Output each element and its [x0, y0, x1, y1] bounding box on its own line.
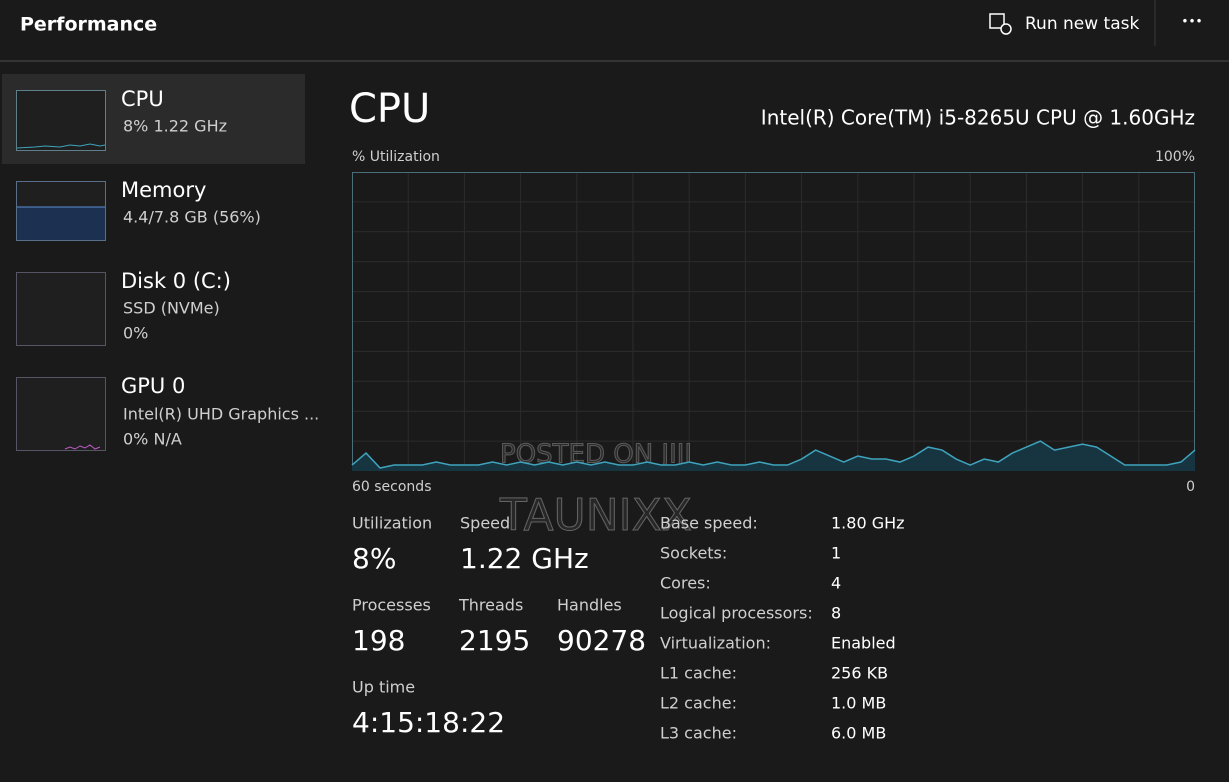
page-title: Performance [20, 14, 157, 36]
run-icon-plus [1000, 23, 1012, 35]
spec-value: 256 KB [831, 664, 888, 683]
stat-label: Speed [460, 514, 510, 533]
run-new-task-label: Run new task [1025, 14, 1139, 34]
stat-value: 2195 [459, 624, 530, 657]
stats: Utilization 8% Speed 1.22 GHz Processes 198 Th… [352, 514, 646, 740]
more-button[interactable]: ••• [1181, 15, 1202, 29]
item-name: Disk 0 (C:) [121, 269, 231, 293]
cpu-thumb [16, 90, 106, 151]
cpu-model: Intel(R) Core(TM) i5-8265U CPU @ 1.60GHz [761, 106, 1195, 130]
spec-label: L1 cache: [660, 664, 737, 683]
stat-label: Threads [458, 596, 523, 615]
sidebar-gpu[interactable]: GPU 0 Intel(R) UHD Graphics ... 0% N/A [16, 374, 320, 451]
spec-label: Base speed: [660, 514, 758, 533]
spec-value: Enabled [831, 634, 896, 653]
spec-value: 1.80 GHz [831, 514, 905, 533]
stat-value: 1.22 GHz [460, 542, 589, 575]
item-detail: 0% N/A [123, 430, 182, 449]
stat-label: Handles [557, 596, 622, 615]
sidebar-memory[interactable]: Memory 4.4/7.8 GB (56%) [16, 178, 261, 241]
graph-grid [352, 172, 1195, 471]
item-detail: SSD (NVMe) [123, 299, 220, 318]
item-detail: 8% 1.22 GHz [123, 117, 227, 136]
spec-label: Cores: [660, 574, 711, 593]
gpu-thumb [16, 377, 106, 451]
item-name: Memory [121, 178, 206, 202]
specs: Base speed: 1.80 GHz Sockets: 1 Cores: 4 Logic… [660, 514, 905, 743]
item-name: GPU 0 [121, 374, 185, 398]
spec-value: 6.0 MB [831, 724, 886, 743]
item-detail: 4.4/7.8 GB (56%) [123, 208, 261, 227]
gpu-thumb-line [64, 444, 101, 450]
spec-label: L3 cache: [660, 724, 737, 743]
run-icon [989, 13, 1005, 29]
watermark: TAUNIXX [499, 490, 692, 541]
disk-thumb [16, 272, 106, 346]
graph-x-right: 0 [1186, 479, 1195, 495]
spec-label: L2 cache: [660, 694, 737, 713]
stat-value: 8% [352, 542, 396, 575]
graph-max-label: 100% [1155, 149, 1195, 165]
spec-label: Sockets: [660, 544, 727, 563]
spec-value: 1.0 MB [831, 694, 886, 713]
cpu-thumb-line [16, 143, 106, 149]
main-title: CPU [349, 86, 430, 132]
stat-value: 198 [352, 624, 405, 657]
stat-label: Utilization [352, 514, 432, 533]
sidebar-cpu[interactable]: CPU 8% 1.22 GHz [16, 87, 228, 151]
sidebar-disk[interactable]: Disk 0 (C:) SSD (NVMe) 0% [16, 269, 231, 346]
stat-label: Processes [352, 596, 431, 615]
stat-value: 90278 [557, 624, 646, 657]
utilization-line [351, 440, 1196, 469]
memory-thumb-fill [17, 207, 105, 240]
stat-value: 4:15:18:22 [352, 706, 505, 739]
item-name: CPU [121, 87, 164, 111]
graph-y-label: % Utilization [352, 149, 440, 165]
stat-label: Up time [352, 678, 415, 697]
spec-label: Logical processors: [660, 604, 813, 623]
graph-x-left: 60 seconds [352, 479, 432, 495]
spec-value: 4 [831, 574, 841, 593]
run-new-task-button[interactable]: Run new task [989, 13, 1139, 35]
spec-value: 1 [831, 544, 841, 563]
utilization-area [352, 441, 1195, 471]
spec-label: Virtualization: [660, 634, 771, 653]
item-detail: 0% [123, 324, 148, 343]
spec-value: 8 [831, 604, 841, 623]
item-detail: Intel(R) UHD Graphics ... [123, 405, 319, 424]
